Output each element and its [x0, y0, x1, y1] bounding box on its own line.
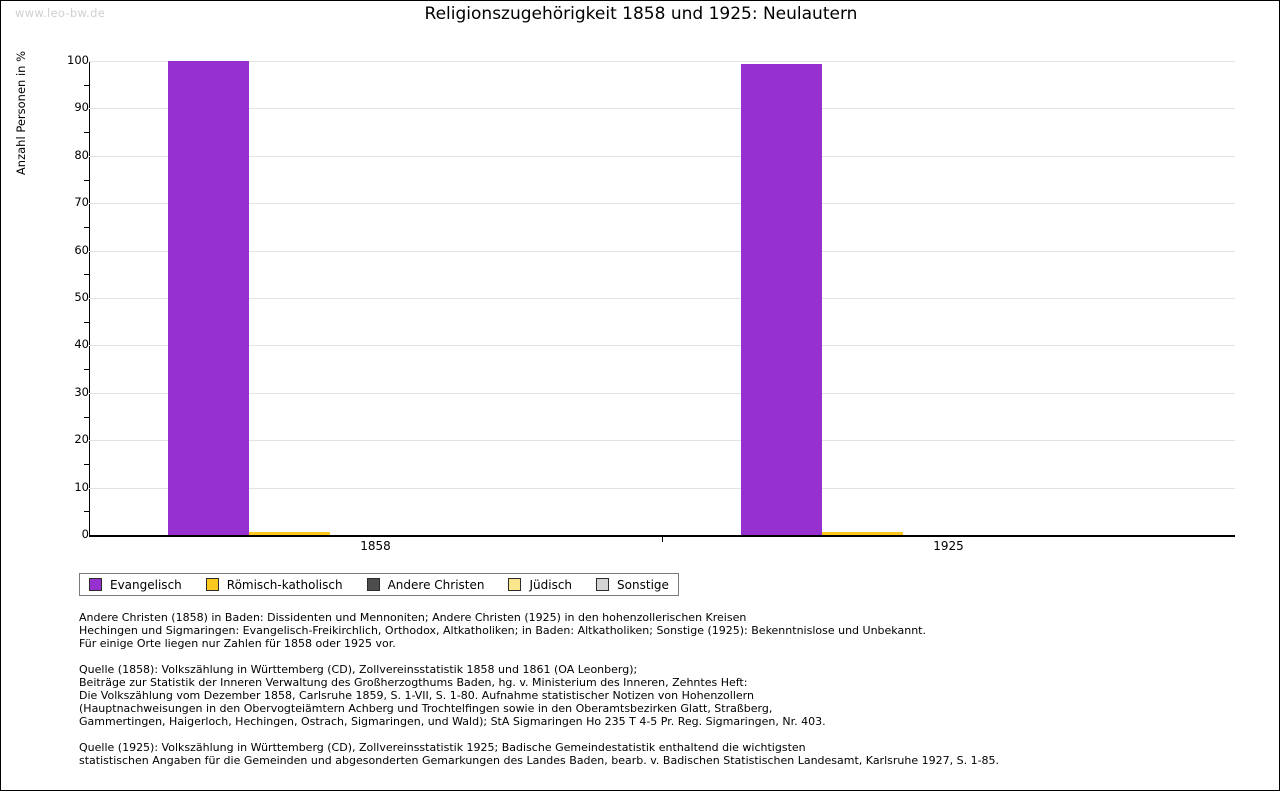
legend-swatch-icon	[89, 578, 102, 591]
legend-swatch-icon	[596, 578, 610, 591]
gridline	[89, 61, 1235, 62]
gridline	[89, 298, 1235, 299]
footnote-block-source-1925: Quelle (1925): Volkszählung in Württembe…	[79, 741, 999, 767]
y-tick-mark-minor	[84, 463, 89, 465]
footnote-line: Quelle (1925): Volkszählung in Württembe…	[79, 741, 806, 754]
y-tick-label: 80	[74, 147, 89, 162]
footnote-block-source-1858: Quelle (1858): Volkszählung in Württembe…	[79, 663, 826, 728]
x-tick-mark	[662, 535, 663, 542]
gridline	[89, 345, 1235, 347]
y-tick-mark-minor	[84, 179, 89, 181]
y-tick-label: 70	[74, 195, 89, 210]
x-tick-label: 1858	[360, 539, 391, 553]
footnote-line: Quelle (1858): Volkszählung in Württembe…	[79, 663, 638, 676]
y-tick-label: 10	[74, 479, 89, 494]
y-tick-label: 90	[74, 100, 89, 115]
y-tick-mark	[89, 535, 96, 536]
footnote-line: Beiträge zur Statistik der Inneren Verwa…	[79, 676, 748, 689]
y-tick-mark-minor	[84, 84, 89, 86]
bar-1925-r-misch-katholisch	[822, 531, 903, 535]
bar-1858-r-misch-katholisch	[249, 532, 330, 535]
y-tick-mark-minor	[84, 369, 89, 371]
footnote-block-definitions: Andere Christen (1858) in Baden: Disside…	[79, 611, 926, 650]
gridline	[89, 203, 1235, 205]
legend-swatch-icon	[508, 578, 522, 591]
legend-label: Sonstige	[617, 577, 669, 592]
y-tick-mark-minor	[84, 274, 89, 276]
legend-label: Evangelisch	[110, 577, 182, 592]
bar-1925-evangelisch	[741, 64, 822, 535]
footnote-line: Für einige Orte liegen nur Zahlen für 18…	[79, 637, 396, 650]
page-title: Religionszugehörigkeit 1858 und 1925: Ne…	[424, 4, 858, 24]
legend-label: Jüdisch	[529, 577, 573, 592]
gridline	[89, 108, 1235, 110]
plot-area	[89, 61, 1235, 535]
gridline	[89, 155, 1235, 157]
legend-item-evangelisch[interactable]: Evangelisch	[89, 578, 182, 592]
y-tick-mark-minor	[84, 132, 89, 134]
legend-item-römisch-katholisch[interactable]: Römisch-katholisch	[205, 577, 343, 592]
y-tick-label: 60	[74, 242, 89, 257]
footnote-line: statistischen Angaben für die Gemeinden …	[79, 754, 1000, 767]
y-tick-mark-minor	[84, 226, 89, 228]
footnote-line: Hechingen und Sigmaringen: Evangelisch-F…	[79, 624, 926, 637]
legend-item-jüdisch[interactable]: Jüdisch	[508, 578, 572, 592]
chart-legend: Evangelisch Römisch-katholisch Andere Chri…	[79, 573, 679, 596]
legend-swatch-icon	[366, 578, 380, 591]
y-tick-label: 100	[67, 53, 89, 67]
y-tick-label: 40	[74, 337, 89, 352]
legend-item-andere-christen[interactable]: Andere Christen	[366, 577, 485, 592]
y-tick-mark-minor	[84, 511, 89, 513]
x-tick-label: 1925	[933, 539, 964, 553]
footnote-line: Die Volkszählung vom Dezember 1858, Carl…	[79, 689, 754, 702]
legend-label: Andere Christen	[387, 577, 485, 592]
y-tick-mark-minor	[84, 321, 89, 323]
bar-1858-evangelisch	[168, 61, 249, 535]
y-tick-label: 0	[81, 527, 89, 541]
gridline	[89, 392, 1235, 394]
gridline	[89, 250, 1235, 252]
y-axis-title: Anzahl Personen in %	[14, 50, 28, 176]
y-tick-mark-minor	[84, 416, 89, 418]
gridline	[89, 440, 1235, 442]
legend-label: Römisch-katholisch	[226, 577, 343, 592]
y-tick-label: 20	[74, 432, 89, 447]
y-tick-label: 30	[74, 384, 89, 399]
gridline	[89, 487, 1235, 489]
y-tick-label: 50	[74, 290, 89, 304]
footnote-line: Gammertingen, Haigerloch, Hechingen, Ost…	[79, 715, 826, 728]
footnote-line: (Hauptnachweisungen in den Obervogteiämt…	[79, 702, 773, 715]
watermark: www.leo-bw.de	[15, 6, 106, 20]
footnote-line: Andere Christen (1858) in Baden: Disside…	[79, 611, 747, 624]
legend-item-sonstige[interactable]: Sonstige	[596, 578, 669, 592]
legend-swatch-icon	[205, 578, 219, 591]
